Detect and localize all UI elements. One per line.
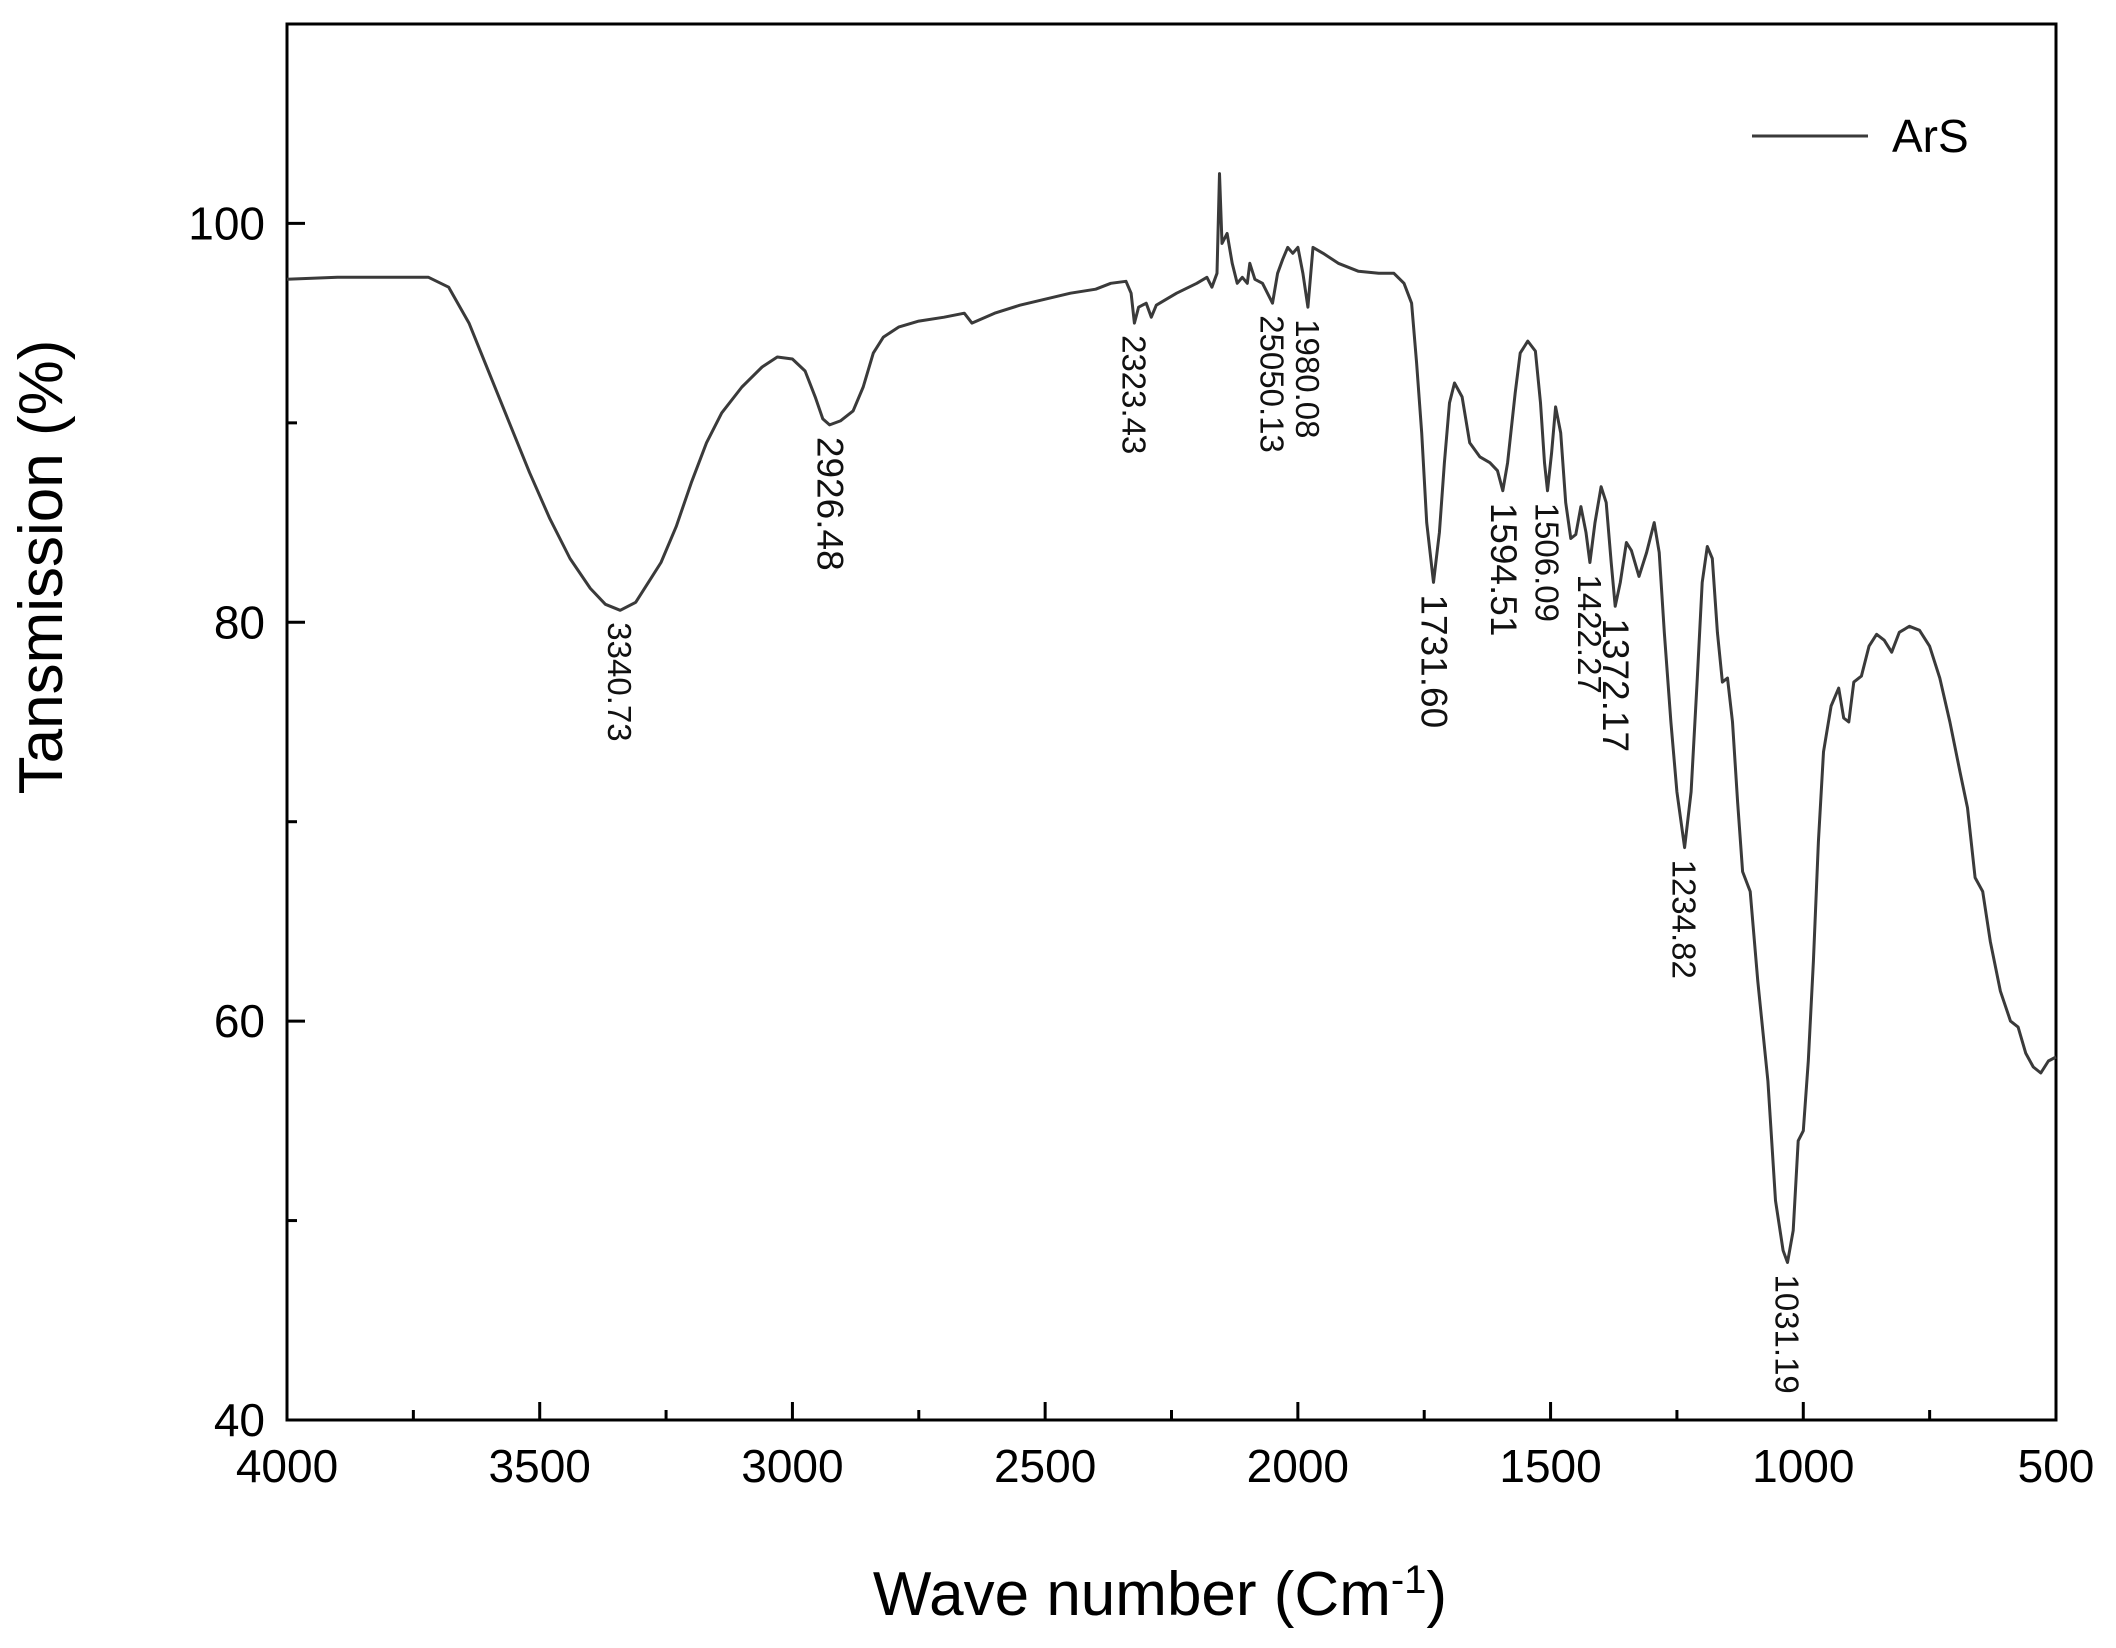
x-axis-title-superscript: -1	[1391, 1558, 1427, 1602]
x-tick-label: 2000	[1247, 1440, 1349, 1492]
peak-label: 1594.51	[1483, 503, 1524, 637]
x-tick-label: 4000	[236, 1440, 338, 1492]
y-tick-label: 60	[214, 995, 265, 1047]
x-tick-label: 3500	[489, 1440, 591, 1492]
peak-label: 1980.08	[1289, 319, 1326, 438]
x-tick-label: 1500	[1499, 1440, 1601, 1492]
y-tick-label: 100	[188, 197, 265, 249]
peak-label: 2926.48	[810, 437, 851, 571]
x-axis-title: Wave number (Cm-1)	[873, 1558, 1447, 1629]
x-tick-label: 1000	[1752, 1440, 1854, 1492]
x-tick-label: 500	[2018, 1440, 2095, 1492]
legend: ArS	[1752, 110, 1969, 162]
legend-label-ars: ArS	[1892, 110, 1969, 162]
series-line-ars	[286, 172, 2057, 1264]
plot-frame	[285, 22, 2058, 1422]
peak-label: 2323.43	[1115, 335, 1152, 454]
peak-label: 1731.60	[1414, 594, 1455, 728]
y-tick-label: 80	[214, 596, 265, 648]
plot-area	[285, 22, 2058, 1422]
y-tick-label: 40	[214, 1394, 265, 1446]
peak-label: 1234.82	[1666, 860, 1703, 979]
x-axis: 4000 3500 3000 2500 2000 1500 1000 500	[236, 1402, 2095, 1492]
y-axis: 40 60 80 100	[188, 22, 305, 1446]
x-axis-title-main: Wave number (Cm	[873, 1560, 1391, 1629]
x-tick-label: 3000	[741, 1440, 843, 1492]
x-axis-title-suffix: )	[1426, 1560, 1447, 1629]
peak-label: 1422.27	[1571, 575, 1608, 694]
series-layer	[286, 172, 2057, 1264]
peak-label: 1372.17	[1595, 618, 1636, 752]
y-axis-title: Tansmission (%)	[7, 340, 76, 795]
peak-label: 3340.73	[601, 622, 638, 741]
peak-label: 1506.09	[1529, 503, 1566, 622]
peak-label: 25050.13	[1254, 315, 1291, 453]
x-tick-label: 2500	[994, 1440, 1096, 1492]
peak-label: 1031.19	[1769, 1275, 1806, 1394]
